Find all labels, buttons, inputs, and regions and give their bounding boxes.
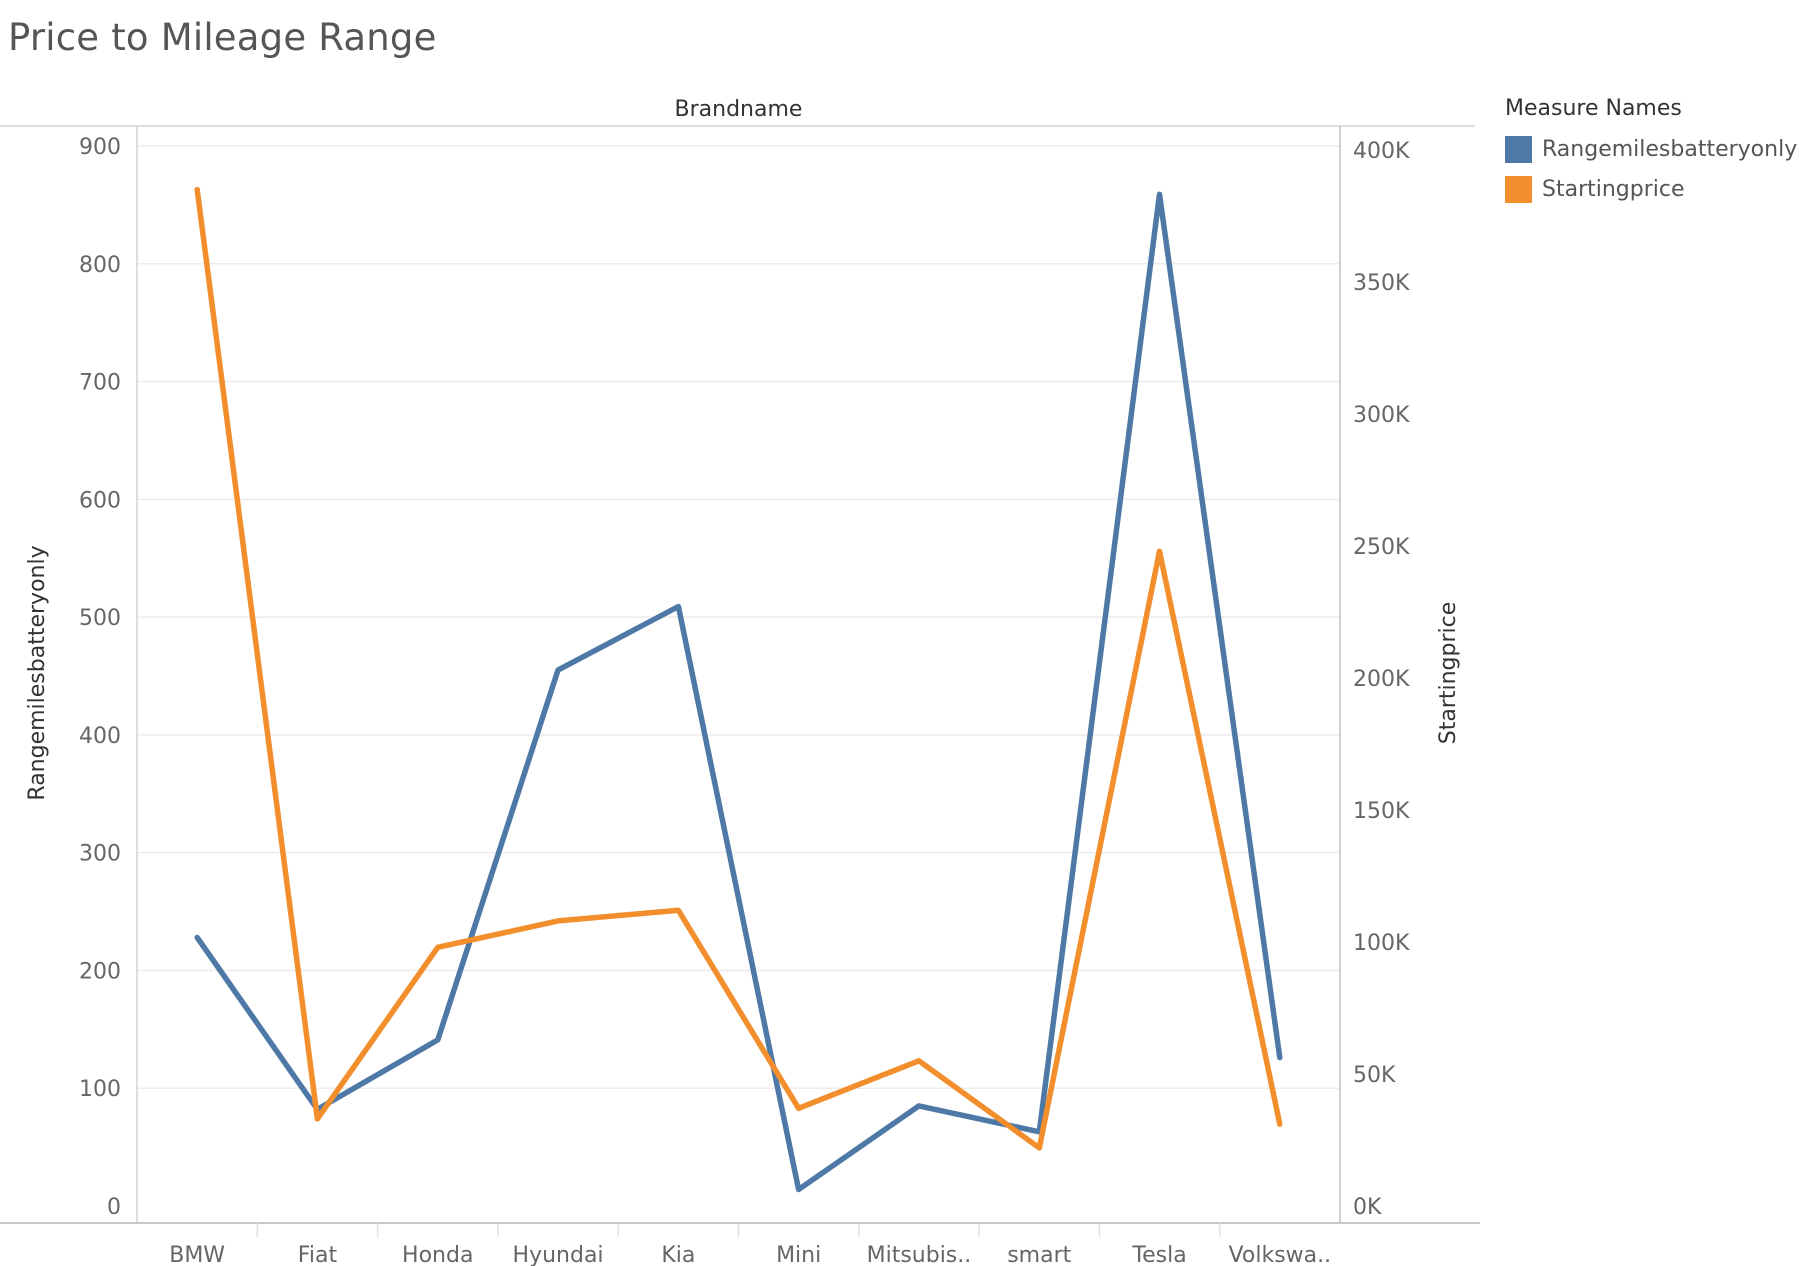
y-right-tick-label: 400K [1353, 139, 1410, 164]
x-tick-label: Honda [402, 1243, 473, 1266]
legend: Measure Names Rangemilesbatteryonly Star… [1505, 96, 1797, 209]
legend-swatch-range [1505, 135, 1532, 163]
y-left-tick-label: 700 [79, 371, 121, 396]
x-tick-label: smart [1007, 1243, 1071, 1266]
y-left-tick-label: 500 [79, 606, 121, 631]
x-tick-label: Kia [661, 1243, 695, 1266]
y-left-tick-label: 300 [79, 842, 121, 867]
y-right-tick-label: 350K [1353, 271, 1410, 296]
y-left-tick-label: 100 [79, 1077, 121, 1102]
y-left-tick-label: 0 [107, 1195, 121, 1220]
chart-title: Price to Mileage Range [8, 16, 437, 59]
legend-label-price: Startingprice [1542, 176, 1685, 202]
legend-item-price[interactable]: Startingprice [1505, 169, 1797, 209]
x-tick-label: Hyundai [513, 1243, 604, 1266]
x-tick-label: BMW [169, 1243, 225, 1266]
legend-title: Measure Names [1505, 96, 1682, 121]
y-right-tick-label: 100K [1353, 931, 1410, 956]
series-line-range [194, 191, 1283, 1193]
y-left-tick-label: 800 [79, 253, 121, 278]
y-left-tick-label: 900 [79, 135, 121, 160]
y-right-axis-title: Startingprice [1436, 602, 1461, 745]
x-tick-label: Volkswa.. [1229, 1243, 1332, 1266]
x-tick-label: Mini [776, 1243, 821, 1266]
x-tick-label: Fiat [298, 1243, 338, 1266]
series-line-price [194, 186, 1283, 1151]
legend-swatch-price [1505, 175, 1532, 203]
y-left-axis-title: Rangemilesbatteryonly [25, 545, 50, 800]
x-tick-label: Tesla [1131, 1243, 1186, 1266]
y-right-tick-label: 150K [1353, 799, 1410, 824]
legend-item-range[interactable]: Rangemilesbatteryonly [1505, 129, 1797, 169]
header-label: Brandname [675, 97, 803, 122]
y-right-tick-label: 300K [1353, 403, 1410, 428]
x-tick-label: Mitsubis.. [867, 1243, 972, 1266]
y-left-tick-label: 200 [79, 959, 121, 984]
y-right-tick-label: 0K [1353, 1195, 1382, 1220]
y-right-tick-label: 250K [1353, 535, 1410, 560]
y-right-tick-label: 50K [1353, 1063, 1396, 1088]
y-left-tick-label: 400 [79, 724, 121, 749]
y-left-tick-label: 600 [79, 488, 121, 513]
y-right-tick-label: 200K [1353, 667, 1410, 692]
legend-label-range: Rangemilesbatteryonly [1542, 136, 1798, 162]
